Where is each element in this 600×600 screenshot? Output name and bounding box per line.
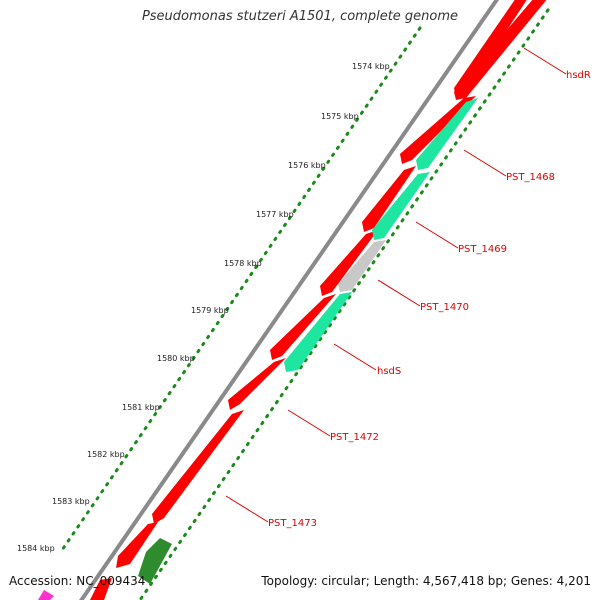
tick-label: 1584 kbp [17,544,55,553]
connector [225,495,269,523]
gene-arrow [454,0,547,100]
gene-label-pst-1473: PST_1473 [268,518,317,529]
tick-label: 1579 kbp [191,306,229,315]
connector [415,221,459,249]
tick-label: 1582 kbp [87,450,125,459]
tick-label: 1583 kbp [52,497,90,506]
gene-band [38,0,547,600]
connector [377,279,421,307]
cds-arrow [228,358,286,410]
connector [333,343,377,371]
cds-arrow [152,410,244,524]
cds-arrow [116,522,158,568]
tick-label: 1578 kbp [224,259,262,268]
summary-text: Topology: circular; Length: 4,567,418 bp… [261,574,591,588]
label-connectors [225,47,567,523]
genome-backbone [79,0,500,600]
tick-label: 1574 kbp [352,62,390,71]
tick-label: 1576 kbp [288,161,326,170]
tick-label: 1581 kbp [122,403,160,412]
cds-arrow [90,578,112,600]
tick-label: 1580 kbp [157,354,195,363]
accession-text: Accession: NC_009434 [9,574,146,588]
gene-arrow [284,292,352,372]
cds-arrow [320,230,378,296]
gene-label-hsdR: hsdR [566,70,591,81]
map-title: Pseudomonas stutzeri A1501, complete gen… [141,9,459,24]
gene-arrow [372,172,430,240]
gene-arrow [38,590,54,600]
tick-label: 1575 kbp [321,112,359,121]
connector [287,409,331,437]
gene-label-pst-1472: PST_1472 [330,432,379,443]
cds-arrow [362,166,416,232]
cds-arrow [270,294,336,360]
gene-label-pst-1468: PST_1468 [506,172,555,183]
inner-dotted-guide [138,8,550,600]
outer-dotted-guide [58,26,422,555]
gene-label-pst-1470: PST_1470 [420,302,469,313]
connector [523,47,567,75]
gene-label-hsdS: hsdS [377,366,401,377]
gene-arrow [338,240,386,292]
gene-label-pst-1469: PST_1469 [458,244,507,255]
gene-labels: hsdR PST_1468 PST_1469 PST_1470 hsdS PST… [268,70,591,529]
gene-arrow [138,538,172,584]
gene-arrow [416,98,478,170]
tick-labels: 1574 kbp 1575 kbp 1576 kbp 1577 kbp 1578… [17,62,390,553]
connector [463,149,507,177]
tick-label: 1577 kbp [256,210,294,219]
